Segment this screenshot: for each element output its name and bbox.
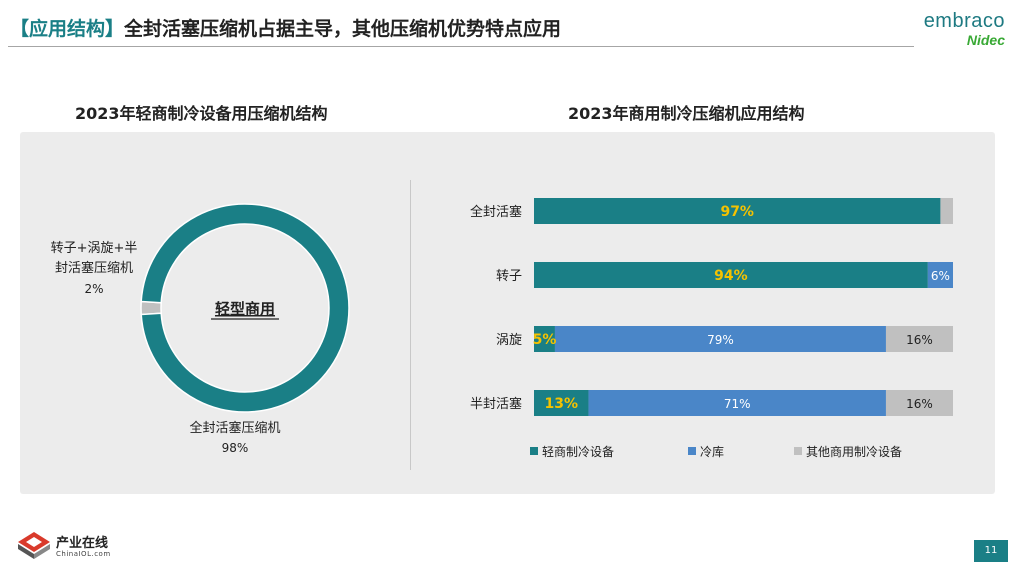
chart-panel bbox=[20, 132, 995, 494]
page-number: 11 bbox=[974, 540, 1008, 562]
legend-swatch bbox=[688, 447, 696, 455]
bar-segment bbox=[534, 198, 941, 224]
bar-data-label: 79% bbox=[707, 333, 734, 347]
bar-segment bbox=[940, 198, 953, 224]
donut-slice-0 bbox=[140, 203, 350, 413]
legend-swatch bbox=[530, 447, 538, 455]
bar-segment bbox=[885, 326, 953, 352]
donut-label-other-line2: 封活塞压缩机 bbox=[55, 260, 133, 276]
category-label: 涡旋 bbox=[496, 333, 522, 348]
bar-segment bbox=[885, 390, 953, 416]
title-text: 全封活塞压缩机占据主导，其他压缩机优势特点应用 bbox=[124, 18, 562, 40]
bar-chart-title: 2023年商用制冷压缩机应用结构 bbox=[568, 104, 805, 123]
donut-chart-title: 2023年轻商制冷设备用压缩机结构 bbox=[75, 104, 328, 123]
footer-logo-name: 产业在线 bbox=[56, 536, 109, 551]
logo-embraco: embraco bbox=[923, 10, 1005, 32]
bar-segment bbox=[534, 326, 555, 352]
footer-logo: 产业在线 ChinaIOL.com bbox=[16, 530, 126, 564]
legend-label: 冷库 bbox=[700, 444, 724, 459]
bar-data-label: 13% bbox=[544, 396, 578, 412]
bar-segment bbox=[534, 262, 928, 288]
donut-label-other-value: 2% bbox=[84, 282, 103, 296]
bar-segment bbox=[534, 390, 589, 416]
bar-segment bbox=[554, 326, 886, 352]
bar-data-label: 71% bbox=[724, 397, 751, 411]
bar-data-label: 6% bbox=[931, 269, 950, 283]
bar-data-label: 5% bbox=[533, 332, 557, 348]
donut-label-main-name: 全封活塞压缩机 bbox=[189, 420, 280, 436]
title-rule bbox=[8, 46, 914, 47]
footer-logo-sub: ChinaIOL.com bbox=[56, 550, 111, 558]
legend-label: 其他商用制冷设备 bbox=[806, 444, 902, 459]
donut-center-label: 轻型商用 bbox=[215, 300, 275, 318]
panel-divider bbox=[410, 180, 411, 470]
category-label: 半封活塞 bbox=[470, 396, 522, 412]
legend-swatch bbox=[794, 447, 802, 455]
donut-label-other-line1: 转子+涡旋+半 bbox=[51, 241, 138, 256]
brand-logo: embraco Nidec bbox=[924, 10, 1005, 48]
bar-segment bbox=[927, 262, 953, 288]
bar-segment bbox=[588, 390, 886, 416]
bar-data-label: 97% bbox=[720, 204, 754, 220]
bar-data-label: 16% bbox=[906, 333, 933, 347]
bar-data-label: 16% bbox=[906, 397, 933, 411]
donut-slice-1 bbox=[140, 300, 162, 316]
category-label: 转子 bbox=[496, 269, 522, 284]
legend-label: 轻商制冷设备 bbox=[542, 444, 614, 459]
slide-title: 【应用结构】全封活塞压缩机占据主导，其他压缩机优势特点应用 bbox=[10, 14, 561, 41]
category-label: 全封活塞 bbox=[470, 204, 522, 220]
bar-data-label: 94% bbox=[714, 268, 748, 284]
donut-chart: 轻型商用 全封活塞压缩机 98% 转子+涡旋+半 封活塞压缩机 2% bbox=[51, 203, 350, 455]
logo-nidec: Nidec bbox=[966, 32, 1005, 48]
chinaiol-logo-icon bbox=[18, 532, 50, 559]
donut-label-main-value: 98% bbox=[222, 441, 249, 455]
title-bracket: 【应用结构】 bbox=[10, 18, 125, 40]
